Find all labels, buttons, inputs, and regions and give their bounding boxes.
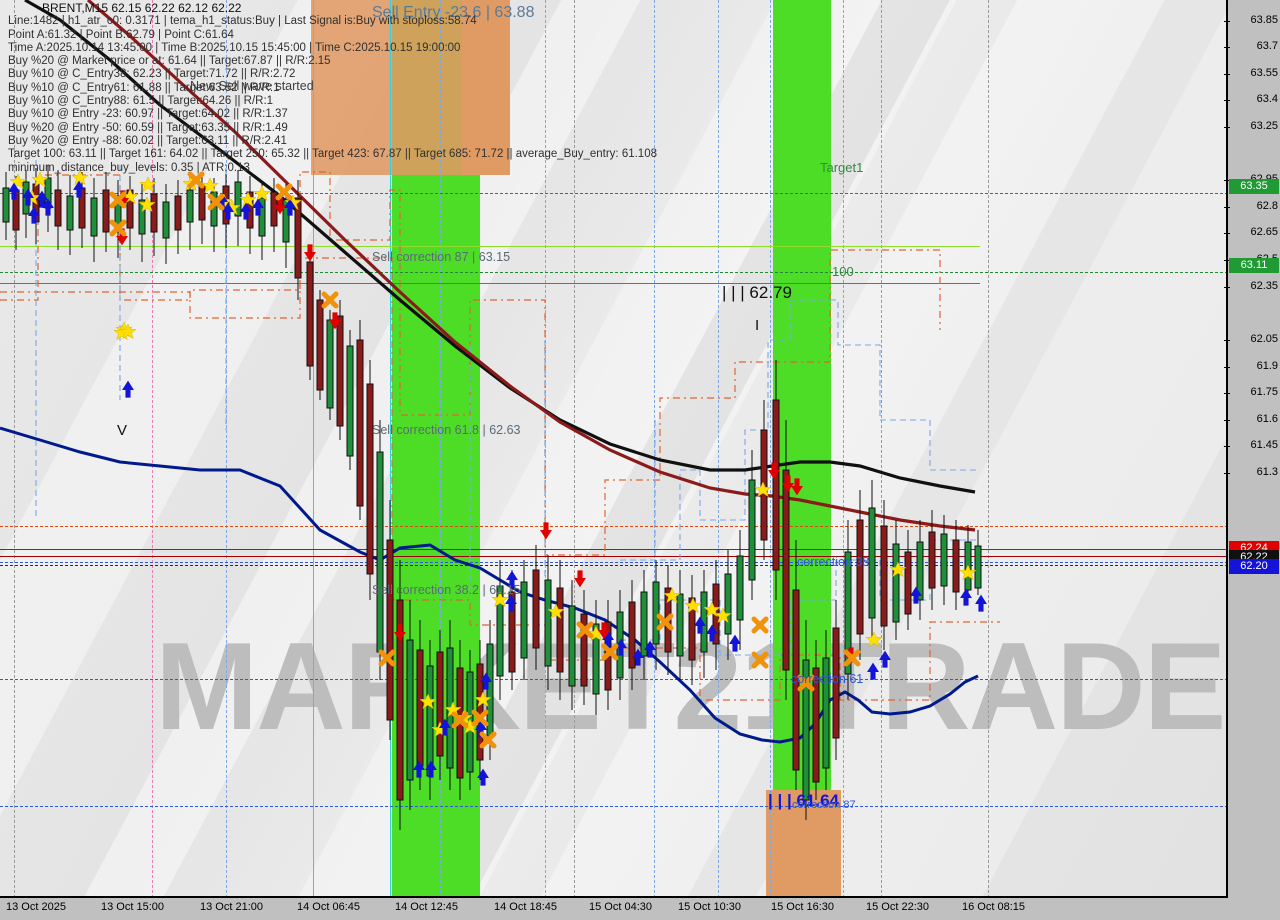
- price-tick: 61.9: [1224, 360, 1278, 372]
- bid-price-badge: 62.20: [1229, 559, 1279, 574]
- annotation-wave-i: I: [755, 317, 760, 334]
- price-tick: 61.45: [1224, 439, 1278, 451]
- price-tick: 61.3: [1224, 466, 1278, 478]
- chart-plot-area[interactable]: MARKET21TRADE: [0, 0, 1228, 898]
- annotation-sell-entry: Sell Entry -23.6 | 63.88: [372, 4, 535, 21]
- correction-38-line: [0, 562, 1226, 563]
- annotation-point-b-price: | | | 62.79: [722, 283, 792, 302]
- annotation-correction-38: correction 38: [797, 555, 870, 569]
- bid-line: [0, 565, 1226, 566]
- session-divider: [770, 0, 771, 896]
- price-tick: 62.35: [1224, 280, 1278, 292]
- time-tick: 14 Oct 12:45: [395, 901, 458, 913]
- time-tick: 14 Oct 18:45: [494, 901, 557, 913]
- fib-line-62-79: [0, 283, 980, 284]
- time-tick: 15 Oct 16:30: [771, 901, 834, 913]
- price-tick: 61.6: [1224, 413, 1278, 425]
- time-tick: 16 Oct 08:15: [962, 901, 1025, 913]
- time-tick: 13 Oct 15:00: [101, 901, 164, 913]
- session-divider: [14, 0, 15, 896]
- sell-correction-87-line: [0, 246, 980, 247]
- time-tick: 14 Oct 06:45: [297, 901, 360, 913]
- annotation-fib-100: 100: [832, 264, 854, 279]
- session-divider: [545, 0, 546, 896]
- target-price-badge: 63.11: [1229, 258, 1279, 273]
- target-price-badge: 63.35: [1229, 179, 1279, 194]
- time-tick: 15 Oct 10:30: [678, 901, 741, 913]
- session-divider: [313, 0, 314, 896]
- session-divider: [440, 0, 441, 896]
- last-price-line: [0, 556, 1226, 557]
- price-tick: 62.05: [1224, 333, 1278, 345]
- price-tick: 63.85: [1224, 14, 1278, 26]
- session-divider: [843, 0, 844, 896]
- time-tick: 15 Oct 22:30: [866, 901, 929, 913]
- annotation-sell-correction-38: Sell correction 38.2 | 62.15: [372, 583, 521, 597]
- buy-arrow-group: [8, 180, 987, 786]
- annotation-point-c-price: | | | 61.64: [768, 791, 839, 810]
- annotation-wave-v: V: [117, 422, 128, 439]
- new-sell-wave-note: New Sell wave started: [190, 79, 314, 93]
- annotation-correction-87: correction 87: [792, 799, 856, 811]
- session-divider: [390, 0, 391, 896]
- orange-zone-2: [766, 790, 841, 896]
- chart-series-layer: [0, 0, 1000, 830]
- correction-87-line: [0, 806, 1226, 807]
- price-axis[interactable]: 63.85 63.7 63.55 63.4 63.25 62.95 62.8 6…: [1224, 0, 1280, 898]
- price-tick: 63.55: [1224, 67, 1278, 79]
- entry-line-62-35: [0, 526, 1226, 527]
- session-divider: [152, 0, 153, 896]
- correction-61-line: [0, 679, 1226, 680]
- time-tick: 15 Oct 04:30: [589, 901, 652, 913]
- exit-cross-group: [109, 171, 861, 749]
- price-tick: 63.7: [1224, 40, 1278, 52]
- session-divider: [574, 0, 575, 896]
- annotation-correction-61: correction 61: [791, 672, 864, 686]
- ask-line: [0, 549, 1226, 550]
- price-tick: 63.25: [1224, 120, 1278, 132]
- annotation-sell-correction-87: Sell correction 87 | 63.15: [372, 250, 511, 264]
- price-tick: 63.4: [1224, 93, 1278, 105]
- session-divider: [881, 0, 882, 896]
- session-divider: [988, 0, 989, 896]
- orange-zone-1: [462, 0, 510, 175]
- annotation-sell-correction-61: Sell correction 61.8 | 62.63: [372, 423, 521, 437]
- time-tick: 13 Oct 21:00: [200, 901, 263, 913]
- session-divider: [226, 0, 227, 896]
- price-tick: 62.8: [1224, 200, 1278, 212]
- session-divider: [718, 0, 719, 896]
- time-axis[interactable]: 13 Oct 2025 13 Oct 15:00 13 Oct 21:00 14…: [0, 898, 1280, 920]
- time-tick: 13 Oct 2025: [6, 901, 66, 913]
- session-divider: [654, 0, 655, 896]
- price-tick: 61.75: [1224, 386, 1278, 398]
- annotation-target1: Target1: [820, 160, 864, 175]
- price-tick: 62.65: [1224, 226, 1278, 238]
- target-line-1: [0, 193, 1226, 194]
- target-line-100: [0, 272, 1226, 273]
- orange-zone-top: [311, 0, 463, 175]
- green-zone-2: [773, 0, 831, 896]
